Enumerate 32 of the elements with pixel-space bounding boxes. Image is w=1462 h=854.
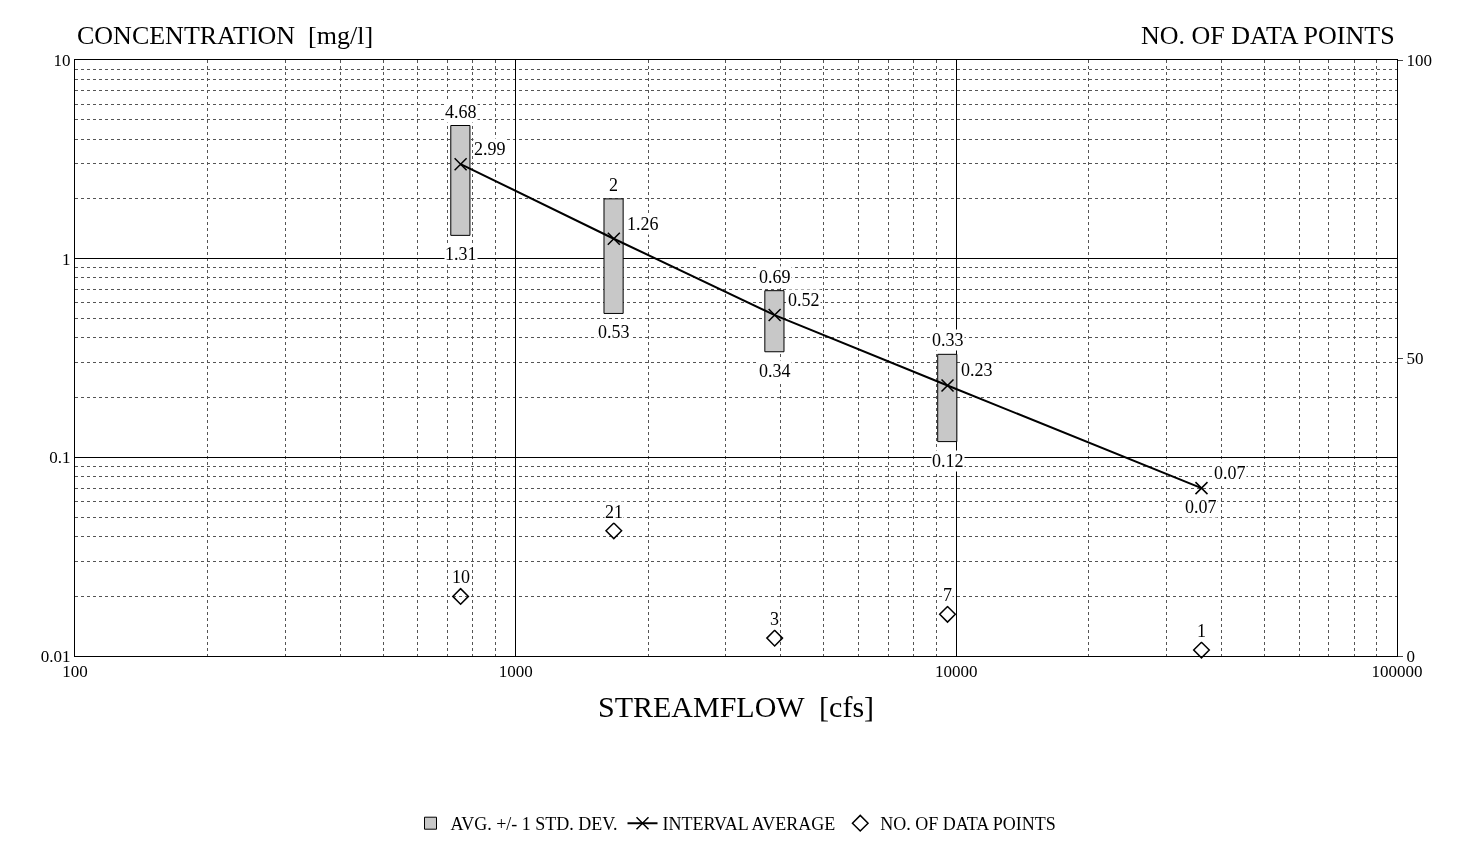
data-label: 0.52	[788, 290, 820, 310]
y-tick-label: 0.1	[49, 448, 71, 468]
legend-label: AVG. +/- 1 STD. DEV.	[450, 814, 618, 835]
data-label: 0.07	[1214, 463, 1246, 483]
annotation: 2	[609, 175, 618, 195]
annotation: 0.69	[759, 267, 791, 287]
annotation: 0.53	[598, 322, 630, 342]
y-tick-label: 1	[62, 249, 71, 269]
annotation: 0.07	[1185, 497, 1217, 517]
annotation: 0.33	[932, 330, 964, 350]
data-label: 7	[943, 585, 952, 605]
y2-axis-title: NO. OF DATA POINTS	[1141, 21, 1395, 50]
x-tick-label: 1000	[498, 662, 533, 682]
data-label: 1	[1197, 621, 1206, 641]
legend-label: INTERVAL AVERAGE	[662, 814, 836, 835]
data-label: 10	[452, 567, 470, 587]
data-label: 3	[770, 609, 779, 629]
data-label: 1.26	[627, 214, 659, 234]
y-tick-label: 10	[53, 50, 71, 70]
annotation: 0.12	[932, 451, 964, 471]
data-label: 2.99	[474, 139, 506, 159]
data-label: 0.23	[961, 360, 993, 380]
data-label: 21	[605, 502, 623, 522]
y2-tick-label: 100	[1406, 50, 1432, 70]
legend-label: NO. OF DATA POINTS	[880, 814, 1056, 835]
annotation: 1.31	[445, 244, 477, 264]
y-axis-title: CONCENTRATION [mg/l]	[77, 21, 374, 50]
x-tick-label: 10000	[935, 662, 978, 682]
annotation: 0.34	[759, 361, 791, 381]
annotation: 4.68	[445, 102, 477, 122]
x-axis-title: STREAMFLOW [cfs]	[597, 689, 875, 723]
y2-tick-label: 50	[1406, 348, 1424, 368]
